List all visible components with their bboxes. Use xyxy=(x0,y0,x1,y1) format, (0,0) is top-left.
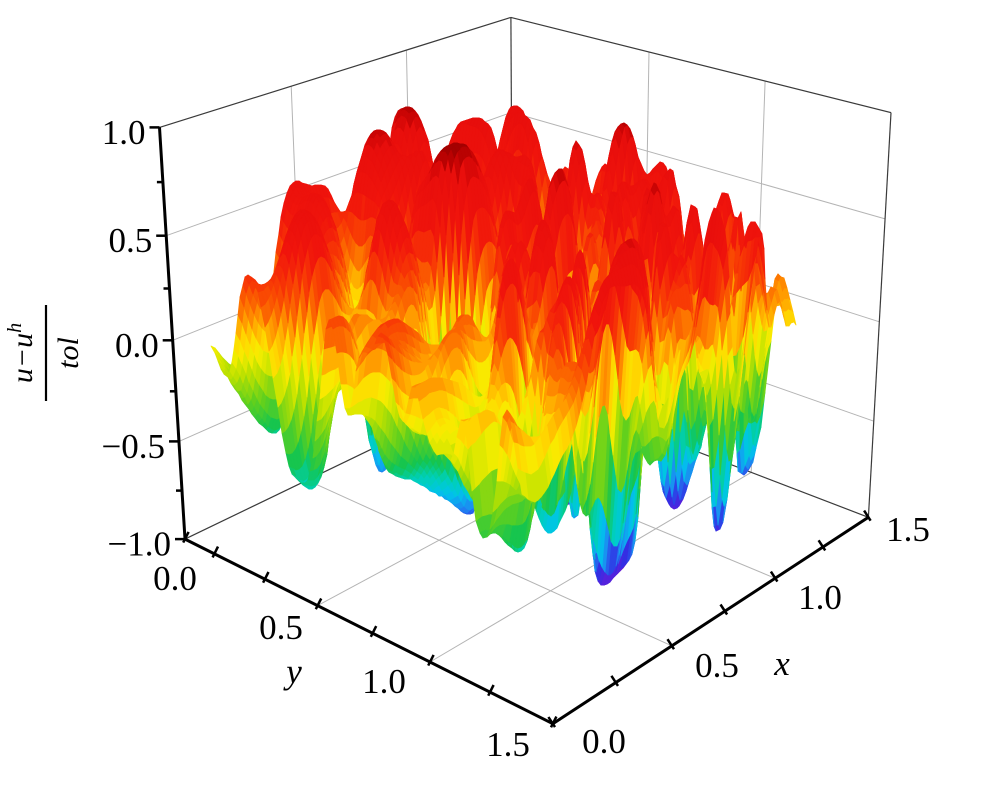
svg-text:0.0: 0.0 xyxy=(153,559,197,598)
svg-text:u−uh: u−uh xyxy=(4,323,39,383)
svg-text:y: y xyxy=(283,652,302,691)
svg-text:1.5: 1.5 xyxy=(886,510,930,549)
svg-text:0.5: 0.5 xyxy=(108,221,152,260)
svg-text:1.0: 1.0 xyxy=(798,578,842,617)
svg-text:−0.5: −0.5 xyxy=(102,427,166,466)
svg-text:x: x xyxy=(773,644,790,683)
svg-text:0.0: 0.0 xyxy=(582,722,626,761)
svg-text:0.0: 0.0 xyxy=(115,326,159,365)
svg-text:tol: tol xyxy=(52,337,85,369)
svg-text:0.5: 0.5 xyxy=(695,646,739,685)
svg-text:1.0: 1.0 xyxy=(362,662,406,701)
svg-text:1.0: 1.0 xyxy=(102,113,146,152)
svg-text:1.5: 1.5 xyxy=(486,725,530,764)
svg-text:0.5: 0.5 xyxy=(259,608,303,647)
svg-text:−1.0: −1.0 xyxy=(108,525,172,564)
